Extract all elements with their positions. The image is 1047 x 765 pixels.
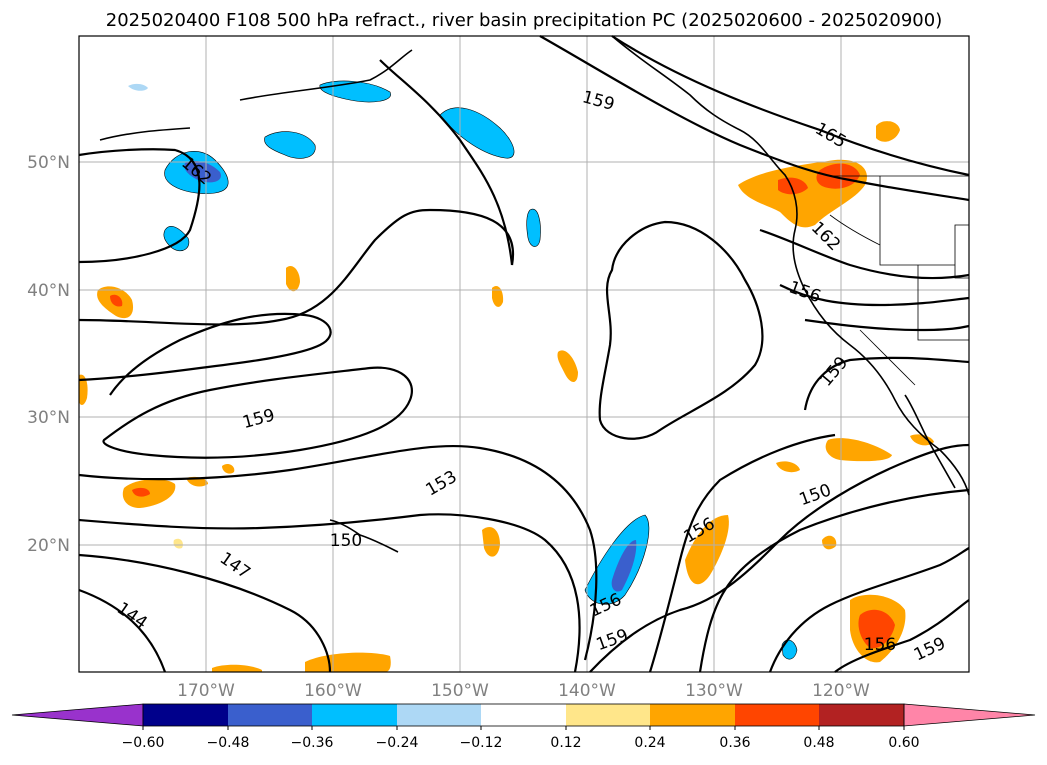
latitude-labels: 50°N 40°N 30°N 20°N	[27, 153, 70, 556]
anomaly-patch-negative	[128, 83, 148, 91]
contour-label: 150	[330, 531, 362, 551]
anomaly-patch-positive	[173, 538, 183, 549]
lon-label: 140°W	[558, 681, 616, 701]
anomaly-patch-positive	[778, 177, 808, 195]
longitude-labels: 170°W 160°W 150°W 140°W 130°W 120°W	[177, 681, 870, 701]
colorbar-tick-label: 0.36	[719, 735, 750, 751]
lon-label: 130°W	[685, 681, 743, 701]
colorbar-bin	[481, 704, 566, 726]
colorbar-bin	[143, 704, 228, 726]
lat-label: 20°N	[27, 536, 70, 556]
anomaly-patch-positive	[492, 285, 504, 307]
graticule	[79, 36, 969, 672]
colorbar-bin	[566, 704, 650, 726]
anomaly-patch-negative	[163, 226, 190, 252]
map-frame	[78, 35, 970, 673]
anomaly-patch-positive	[825, 438, 892, 462]
colorbar-tick-label: −0.48	[207, 735, 250, 751]
lat-label: 30°N	[27, 408, 70, 428]
anomaly-patch-positive	[286, 265, 300, 292]
colorbar-bin	[228, 704, 312, 726]
anomaly-patch-negative	[184, 160, 221, 183]
anomaly-patch-positive	[482, 526, 500, 557]
anomaly-patch-positive	[876, 121, 900, 142]
colorbar-tick-label: −0.24	[376, 735, 419, 751]
colorbar-extend-low	[11, 703, 144, 727]
lat-label: 50°N	[27, 153, 70, 173]
anomaly-patch-positive	[685, 515, 729, 585]
contour-label: 156	[864, 635, 896, 655]
colorbar-extend-high	[903, 703, 1036, 727]
colorbar-bin	[735, 704, 819, 726]
anomaly-patch-negative	[319, 80, 391, 103]
anomaly-patch-negative	[584, 514, 650, 605]
lon-label: 120°W	[812, 681, 870, 701]
colorbar-bin	[312, 704, 397, 726]
anomaly-patch-positive	[910, 434, 934, 446]
lon-label: 170°W	[177, 681, 235, 701]
lat-label: 40°N	[27, 281, 70, 301]
colorbar-bin	[819, 704, 904, 726]
figure-title: 2025020400 F108 500 hPa refract., river …	[106, 10, 942, 31]
anomaly-patch-positive	[132, 487, 150, 497]
colorbar-tick-label: 0.48	[803, 735, 834, 751]
colorbar-bin	[650, 704, 735, 726]
refractivity-contours	[78, 35, 970, 673]
anomaly-patch-negative	[526, 208, 541, 247]
anomaly-patch-positive	[858, 609, 895, 649]
anomaly-patch-positive	[110, 294, 123, 307]
lon-label: 150°W	[431, 681, 489, 701]
colorbar-tick-label: −0.36	[291, 735, 334, 751]
anomaly-patch-negative	[264, 131, 316, 159]
colorbar-tick-label: 0.60	[888, 735, 919, 751]
colorbar-tick-label: 0.24	[634, 735, 665, 751]
colorbar-tick-label: −0.12	[460, 735, 503, 751]
anomaly-patch-positive	[222, 463, 235, 474]
anomaly-patch-positive	[305, 652, 391, 672]
colorbar-bin	[397, 704, 481, 726]
anomaly-patch-positive	[822, 535, 837, 550]
map-panel: 162 159 165 162 156 159 159 153 150 150 …	[78, 35, 970, 673]
anomaly-patch-positive	[557, 350, 578, 382]
colorbar-ticks	[142, 726, 905, 730]
anomaly-patch-positive	[212, 664, 262, 672]
colorbar: −0.60 −0.48 −0.36 −0.24 −0.12 0.12 0.24 …	[11, 703, 1036, 751]
coastlines	[99, 35, 970, 553]
anomaly-patch-negative	[439, 107, 515, 159]
anomaly-patch-positive	[79, 374, 88, 405]
lon-label: 160°W	[304, 681, 362, 701]
colorbar-tick-label: −0.60	[122, 735, 165, 751]
anomaly-patch-positive	[776, 461, 800, 473]
colorbar-tick-label: 0.12	[550, 735, 581, 751]
anomaly-patch-negative	[611, 540, 637, 592]
